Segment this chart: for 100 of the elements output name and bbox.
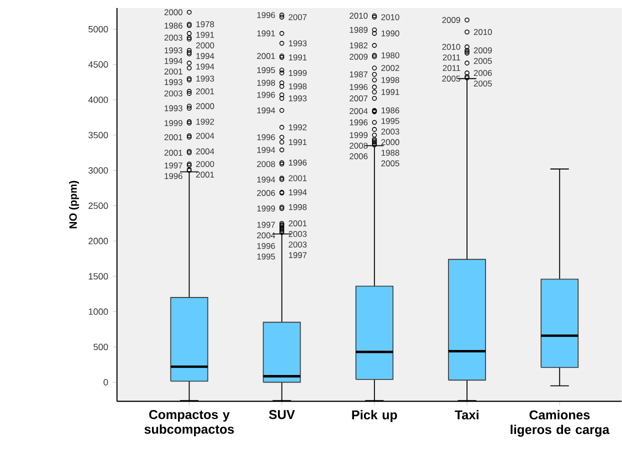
y-tick-label: 3000 <box>88 167 108 174</box>
annotation: 1996 <box>257 242 275 249</box>
annotation: 1993 <box>164 47 182 54</box>
annotation: 1995 <box>257 67 275 74</box>
annotation: 1997 <box>164 162 182 168</box>
annotation: 2008 <box>257 161 275 168</box>
annotation: 1991 <box>257 30 275 36</box>
annotation: 2010 <box>442 44 460 50</box>
annotation: 2008 <box>350 142 368 149</box>
annotation: 2010 <box>350 12 368 19</box>
annotation: 1998 <box>257 80 275 86</box>
annotation: 1996 <box>164 173 182 180</box>
annotation: 1994 <box>196 64 214 70</box>
annotation: 2004 <box>257 232 276 238</box>
annotation: 2003 <box>381 128 400 135</box>
annotation: 2006 <box>257 190 275 196</box>
annotation: 2000 <box>196 103 214 110</box>
annotation: 1991 <box>288 139 307 146</box>
annotation: 1992 <box>196 118 214 125</box>
y-tick-label: 3500 <box>88 132 108 138</box>
y-tick-label: 1500 <box>88 273 108 280</box>
annotation: 1991 <box>196 32 214 38</box>
annotation: 2011 <box>442 65 460 71</box>
annotation: 1986 <box>164 22 182 29</box>
y-tick-label: 5000 <box>88 26 108 32</box>
annotation: 2004 <box>196 132 214 139</box>
annotation: 1994 <box>257 146 276 153</box>
annotation: 2002 <box>381 65 400 71</box>
annotation: 2005 <box>442 76 460 82</box>
annotation: 2004 <box>350 108 368 114</box>
annotation: 1978 <box>196 21 214 28</box>
annotation: 1998 <box>382 77 400 83</box>
annotation: 2009 <box>350 54 368 60</box>
annotation: 2009 <box>474 47 492 54</box>
y-tick-label: 4000 <box>88 96 108 103</box>
y-tick-label: 0 <box>104 379 108 386</box>
annotation: 1996 <box>288 160 307 166</box>
y-tick-label: 2500 <box>88 202 108 209</box>
annotation: 2001 <box>257 53 275 59</box>
annotation: 1994 <box>257 176 276 183</box>
annotation: 1986 <box>382 107 400 114</box>
annotation: 1993 <box>164 105 182 112</box>
annotation: 2004 <box>196 148 214 154</box>
annotation: 1999 <box>257 206 275 212</box>
annotation: 1997 <box>288 252 307 258</box>
annotation: 1999 <box>350 132 368 138</box>
annotation: 2000 <box>381 139 400 146</box>
annotation: 2001 <box>288 175 307 182</box>
annotation: 2009 <box>442 17 460 23</box>
annotation: 2010 <box>381 14 400 20</box>
annotation: 1996 <box>257 12 275 18</box>
annotation: 1980 <box>382 52 400 58</box>
annotation: 2001 <box>196 172 214 178</box>
annotation: 2001 <box>164 150 182 156</box>
annotation: 2001 <box>196 88 214 94</box>
annotation: 2000 <box>164 9 182 16</box>
annotation: 1994 <box>196 53 214 59</box>
annotation: 1999 <box>164 120 182 126</box>
annotation: 1982 <box>350 42 368 48</box>
annotation: 1990 <box>382 30 400 36</box>
y-axis-title: NO (ppm) <box>69 180 79 228</box>
annotation: 1996 <box>257 92 275 98</box>
y-tick-label: 1000 <box>88 308 108 315</box>
x-tick-label: Camiones ligeros de carga <box>510 410 610 437</box>
annotation: 2001 <box>164 134 182 140</box>
x-tick-label: SUV <box>269 410 295 420</box>
annotation: 1994 <box>164 58 182 64</box>
annotation: 2001 <box>164 68 182 75</box>
annotation: 1996 <box>350 84 368 90</box>
y-tick-label: 4500 <box>88 61 108 68</box>
annotation: 2007 <box>350 95 368 102</box>
annotation: 1995 <box>382 118 400 124</box>
annotation: 2011 <box>442 54 460 60</box>
y-tick-label: 500 <box>94 344 108 350</box>
annotation: 2000 <box>196 42 214 48</box>
annotation: 2005 <box>474 80 492 87</box>
annotation: 2001 <box>288 220 307 226</box>
annotation: 1994 <box>257 107 276 114</box>
annotation: 1991 <box>382 89 400 95</box>
annotation: 1989 <box>350 26 368 33</box>
annotation: 2000 <box>196 161 214 168</box>
annotation: 1998 <box>288 204 307 210</box>
annotation: 1997 <box>257 222 275 228</box>
annotation: 1993 <box>288 40 307 46</box>
annotation: 2003 <box>288 230 307 237</box>
annotation: 2007 <box>288 14 307 20</box>
y-tick-label: 2000 <box>88 238 108 244</box>
x-tick-label: Pick up <box>352 410 398 422</box>
annotation: 1994 <box>288 189 307 196</box>
annotation: 1993 <box>288 95 307 102</box>
annotation: 2003 <box>164 90 182 96</box>
x-tick-label: Taxi <box>454 410 478 420</box>
annotation: 1998 <box>288 83 307 90</box>
annotation: 1999 <box>288 70 307 76</box>
annotation: 1993 <box>164 79 182 86</box>
annotation: 1995 <box>257 254 275 260</box>
annotation: 2005 <box>474 58 492 64</box>
annotation: 1992 <box>288 124 307 130</box>
annotation: 2006 <box>474 70 492 76</box>
annotation: 2006 <box>350 153 368 160</box>
